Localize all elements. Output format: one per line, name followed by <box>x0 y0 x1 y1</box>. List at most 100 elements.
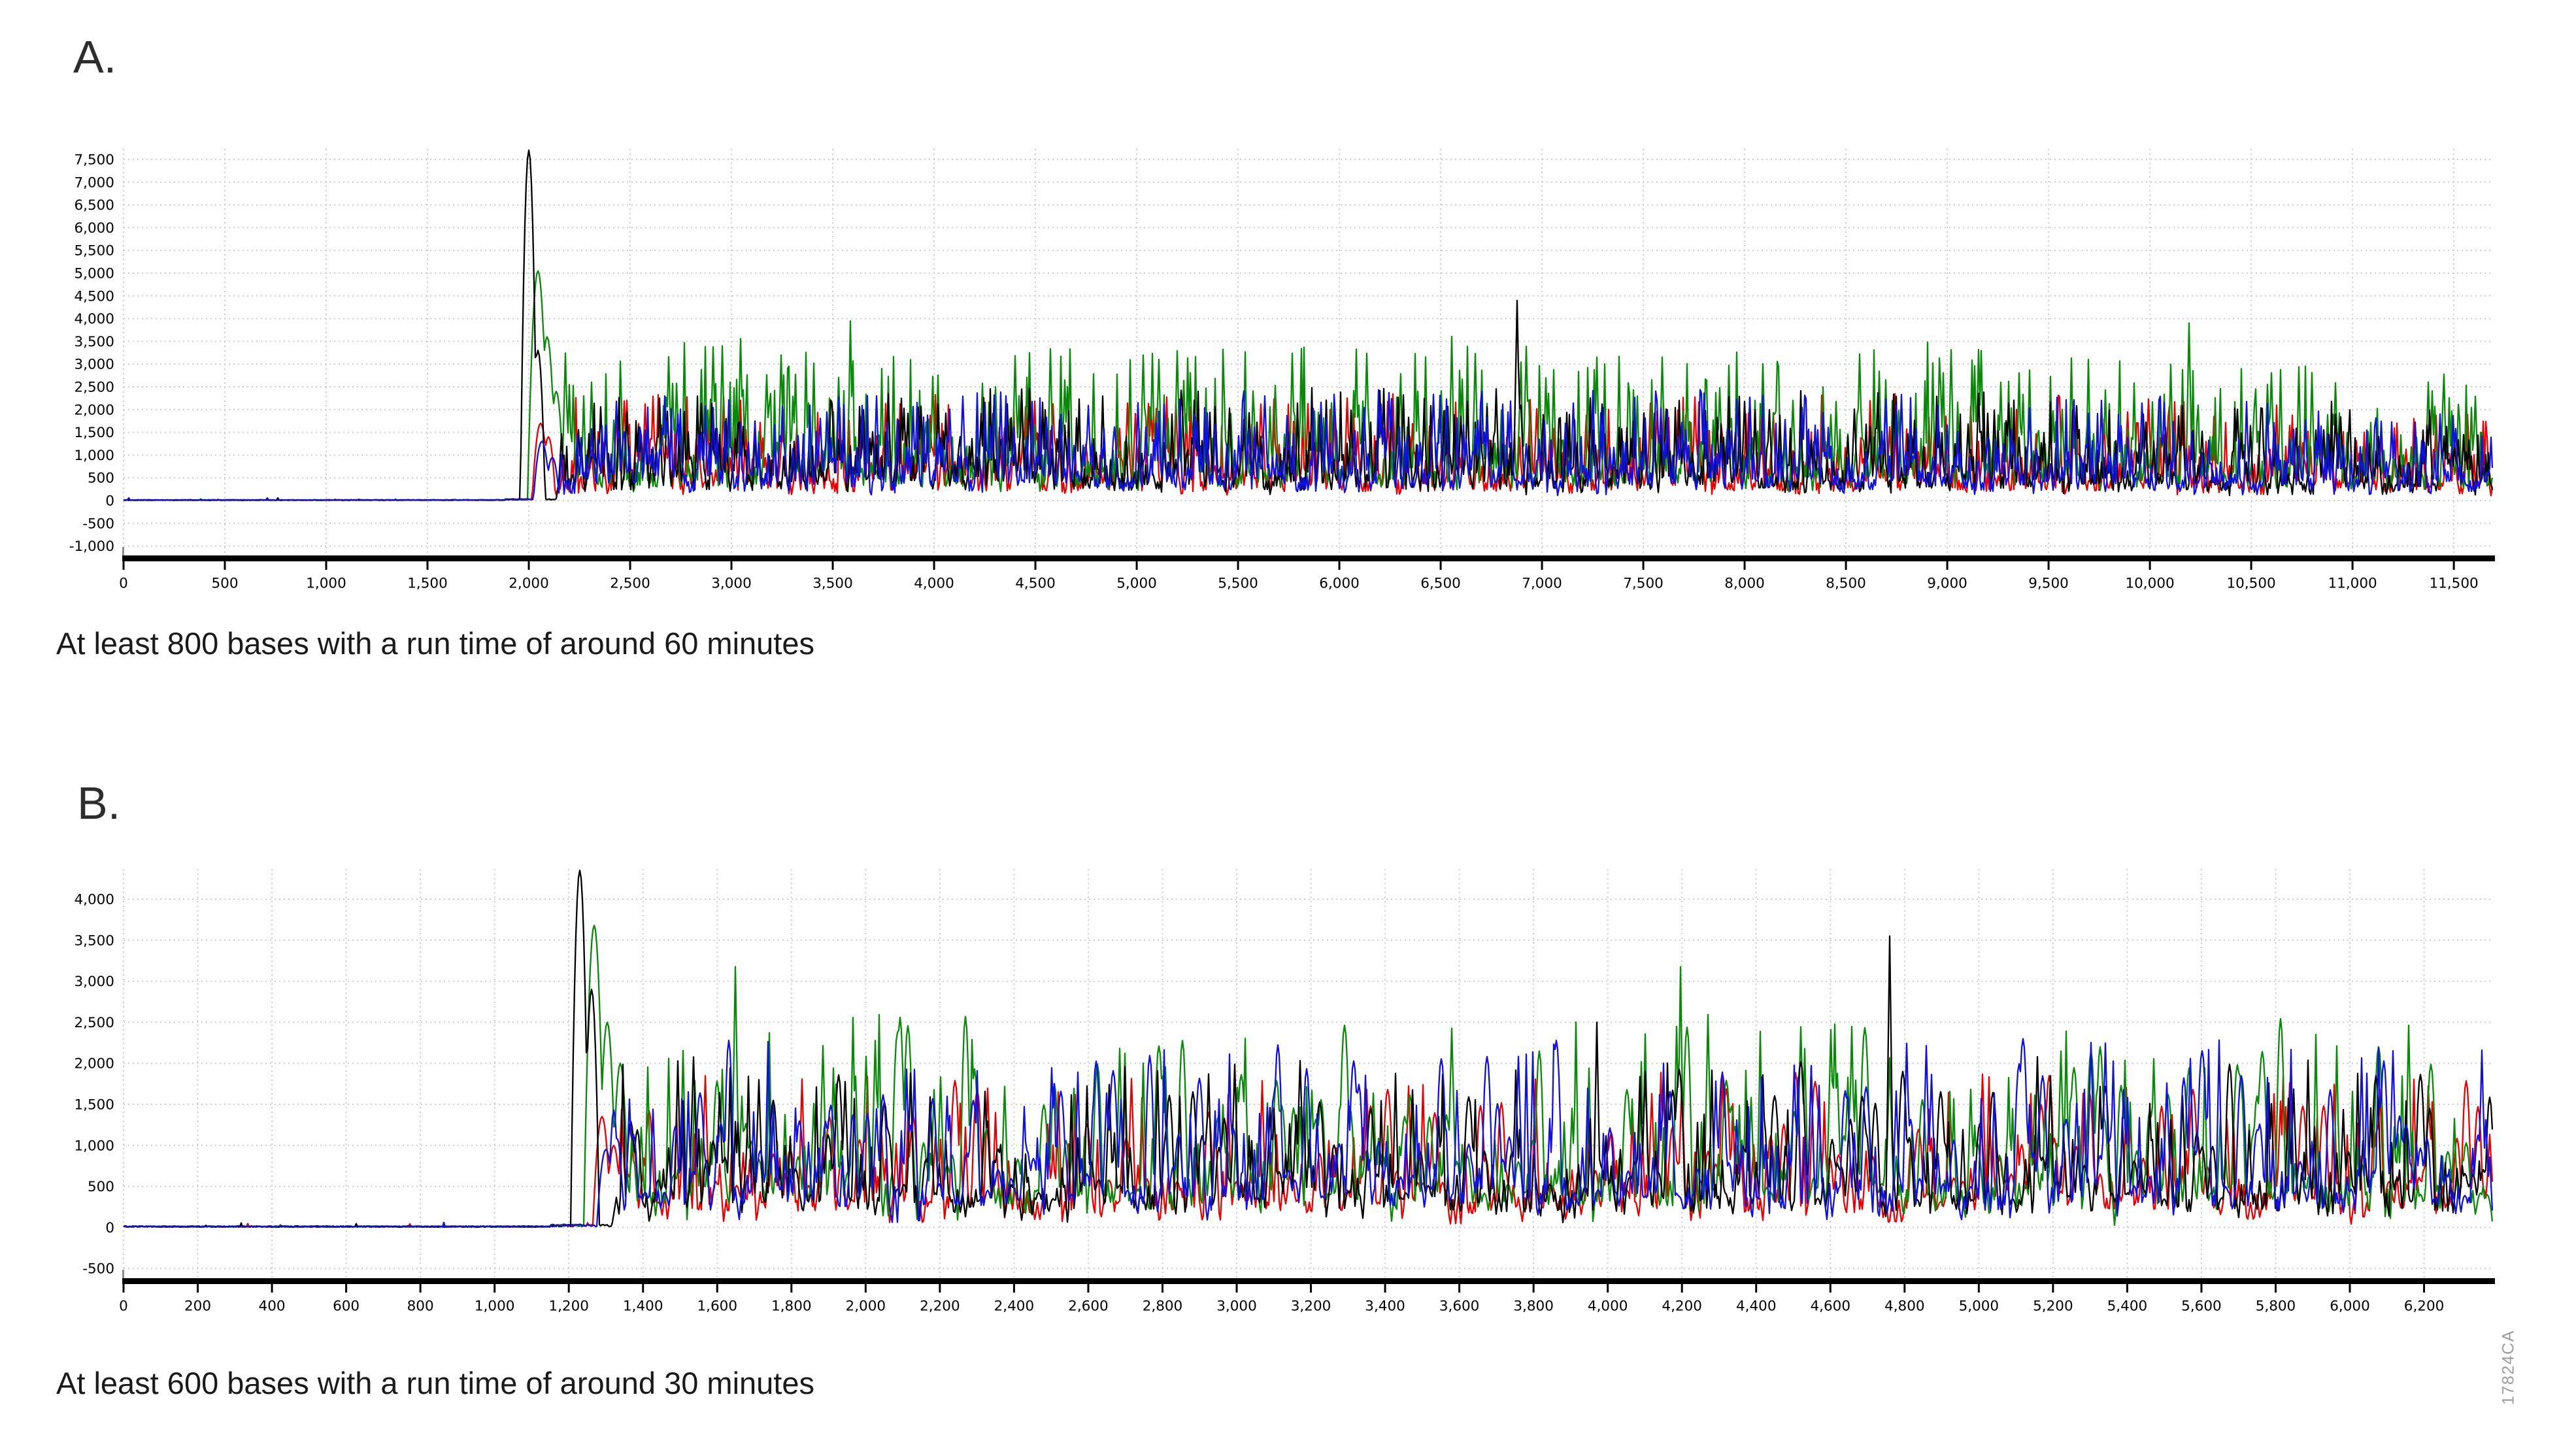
x-tick-mark <box>831 561 834 570</box>
x-tick-mark <box>1946 561 1949 570</box>
y-tick-label: -1,000 <box>69 538 114 555</box>
x-tick-mark <box>1310 1284 1313 1293</box>
panel-A-traces <box>123 149 2494 501</box>
x-tick-label: 3,000 <box>711 576 752 592</box>
x-tick-label: 2,200 <box>920 1298 960 1315</box>
x-tick-label: 1,600 <box>697 1298 737 1315</box>
x-tick-mark <box>122 1284 125 1293</box>
x-tick-mark <box>716 1284 718 1293</box>
x-tick-mark <box>1012 1284 1015 1293</box>
x-tick-label: 8,500 <box>1826 576 1866 592</box>
x-tick-label: 10,500 <box>2226 576 2275 592</box>
y-tick-label: 7,500 <box>74 152 114 169</box>
x-tick-mark <box>1458 1284 1461 1293</box>
y-tick-label: 500 <box>88 470 114 487</box>
x-tick-label: 11,500 <box>2429 576 2478 592</box>
x-tick-label: 800 <box>407 1298 434 1315</box>
x-tick-mark <box>2200 1284 2203 1293</box>
y-tick-label: 2,000 <box>74 402 114 418</box>
y-tick-label: 5,500 <box>74 243 114 259</box>
x-tick-mark <box>933 561 935 570</box>
y-tick-label: 3,000 <box>74 974 114 990</box>
x-tick-mark <box>1532 1284 1535 1293</box>
y-tick-label: 2,000 <box>74 1056 114 1072</box>
y-tick-label: 2,500 <box>74 1015 114 1031</box>
x-tick-label: 5,400 <box>2107 1298 2148 1315</box>
x-tick-label: 1,000 <box>306 576 346 592</box>
x-tick-mark <box>1034 561 1037 570</box>
x-tick-mark <box>1642 561 1645 570</box>
x-tick-mark <box>2149 561 2151 570</box>
x-tick-mark <box>2452 561 2455 570</box>
y-tick-label: 0 <box>105 1220 114 1236</box>
x-tick-label: 4,500 <box>1015 576 1056 592</box>
x-tick-label: 2,600 <box>1068 1298 1109 1315</box>
panel-a-label: A. <box>73 31 117 82</box>
x-tick-label: 5,600 <box>2181 1298 2222 1315</box>
y-tick-label: 7,000 <box>74 174 114 191</box>
x-axis-line <box>122 555 2495 561</box>
x-tick-label: 7,000 <box>1522 576 1562 592</box>
x-tick-mark <box>730 561 733 570</box>
x-tick-mark <box>1977 1284 1980 1293</box>
panel-A-axes: 7,500 7,000 6,500 6,000 5,500 5,000 4,500 4,000… <box>69 149 2495 592</box>
x-tick-mark <box>567 1284 570 1293</box>
x-tick-mark <box>1681 1284 1683 1293</box>
y-tick-label: 1,000 <box>74 1138 114 1154</box>
y-tick-label: 4,000 <box>74 311 114 327</box>
x-tick-mark <box>629 561 631 570</box>
x-tick-mark <box>493 1284 496 1293</box>
y-tick-label: 500 <box>88 1179 114 1195</box>
x-tick-label: 200 <box>184 1298 211 1315</box>
y-tick-label: -500 <box>82 1261 114 1278</box>
axis-corner-stub <box>122 1270 124 1278</box>
x-tick-label: 2,000 <box>509 576 549 592</box>
x-tick-label: 3,200 <box>1291 1298 1331 1315</box>
x-tick-mark <box>2423 1284 2426 1293</box>
y-tick-label: -500 <box>82 516 114 532</box>
blue-trace <box>124 1038 2494 1229</box>
x-tick-mark <box>790 1284 793 1293</box>
x-tick-mark <box>1903 1284 1906 1293</box>
x-tick-label: 3,400 <box>1365 1298 1405 1315</box>
y-tick-label: 6,500 <box>74 197 114 214</box>
panel-a-caption: At least 800 bases with a run time of ar… <box>56 626 814 661</box>
x-tick-label: 6,000 <box>1319 576 1360 592</box>
x-tick-label: 3,800 <box>1513 1298 1554 1315</box>
x-tick-label: 6,500 <box>1420 576 1461 592</box>
x-tick-label: 2,800 <box>1143 1298 1183 1315</box>
x-tick-label: 2,000 <box>846 1298 886 1315</box>
x-tick-label: 8,000 <box>1724 576 1765 592</box>
x-tick-label: 10,000 <box>2125 576 2174 592</box>
x-tick-mark <box>271 1284 273 1293</box>
x-tick-mark <box>642 1284 644 1293</box>
x-tick-mark <box>1338 561 1341 570</box>
y-tick-label: 3,500 <box>74 334 114 350</box>
x-tick-label: 2,500 <box>610 576 650 592</box>
x-tick-label: 9,500 <box>2028 576 2069 592</box>
y-tick-label: 5,000 <box>74 266 114 282</box>
x-tick-label: 4,400 <box>1736 1298 1777 1315</box>
y-tick-label: 1,000 <box>74 448 114 464</box>
x-tick-label: 1,200 <box>548 1298 589 1315</box>
x-tick-label: 3,000 <box>1216 1298 1257 1315</box>
x-tick-mark <box>527 561 530 570</box>
y-tick-label: 0 <box>105 493 114 510</box>
x-tick-mark <box>1743 561 1746 570</box>
black-trace <box>123 149 2494 501</box>
x-tick-label: 0 <box>119 1298 128 1315</box>
x-tick-mark <box>1845 561 1847 570</box>
x-tick-label: 1,800 <box>771 1298 812 1315</box>
x-tick-mark <box>1829 1284 1832 1293</box>
x-tick-mark <box>2351 561 2354 570</box>
x-tick-label: 400 <box>259 1298 286 1315</box>
panel-B-traces <box>123 869 2494 1229</box>
x-tick-mark <box>1161 1284 1163 1293</box>
x-tick-mark <box>325 561 327 570</box>
x-tick-label: 5,000 <box>1959 1298 1999 1315</box>
x-tick-mark <box>426 561 429 570</box>
panel-b-caption: At least 600 bases with a run time of ar… <box>56 1366 814 1400</box>
x-tick-mark <box>419 1284 422 1293</box>
x-tick-mark <box>864 1284 867 1293</box>
